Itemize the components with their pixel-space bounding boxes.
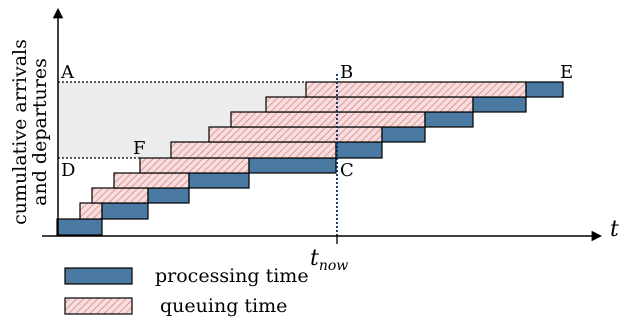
legend: processing time queuing time: [64, 265, 309, 317]
bar-processing-7: [381, 126, 426, 143]
bar-queuing-7: [208, 126, 383, 143]
point-a-label: A: [60, 62, 75, 83]
bars: [56, 81, 564, 236]
bar-processing-2: [101, 202, 149, 220]
t-now-label: tnow: [310, 246, 348, 274]
bar-queuing-5: [139, 157, 250, 174]
y-axis-label-line1: cumulative arrivals: [9, 39, 31, 225]
bar-processing-5: [248, 157, 337, 174]
bar-queuing-3: [91, 187, 149, 204]
bar-processing-9: [472, 96, 527, 113]
bar-queuing-10: [305, 81, 527, 98]
point-c-label: C: [340, 160, 354, 181]
bar-processing-3: [147, 187, 190, 204]
t-now-subscript: now: [319, 258, 348, 274]
y-axis-label-line2: and departures: [29, 58, 51, 206]
point-e-label: E: [560, 62, 573, 83]
point-d-label: D: [61, 160, 75, 181]
bar-processing-10: [525, 81, 564, 98]
legend-processing-label: processing time: [155, 265, 309, 287]
legend-processing-swatch: [64, 267, 133, 285]
point-b-label: B: [340, 62, 353, 83]
bar-queuing-8: [230, 111, 426, 128]
bar-processing-4: [188, 172, 250, 189]
legend-queuing-swatch: [64, 297, 133, 315]
legend-queuing-label: queuing time: [160, 295, 287, 317]
point-f-label: F: [133, 138, 146, 159]
bar-queuing-2: [79, 202, 103, 220]
bar-processing-6: [335, 141, 383, 159]
bar-processing-1: [56, 218, 103, 236]
t-now-base: t: [310, 246, 319, 271]
bar-queuing-9: [265, 96, 474, 113]
bar-processing-8: [424, 111, 474, 128]
bar-queuing-4: [113, 172, 190, 189]
x-axis-label: t: [610, 217, 619, 242]
bar-queuing-6: [170, 141, 337, 159]
